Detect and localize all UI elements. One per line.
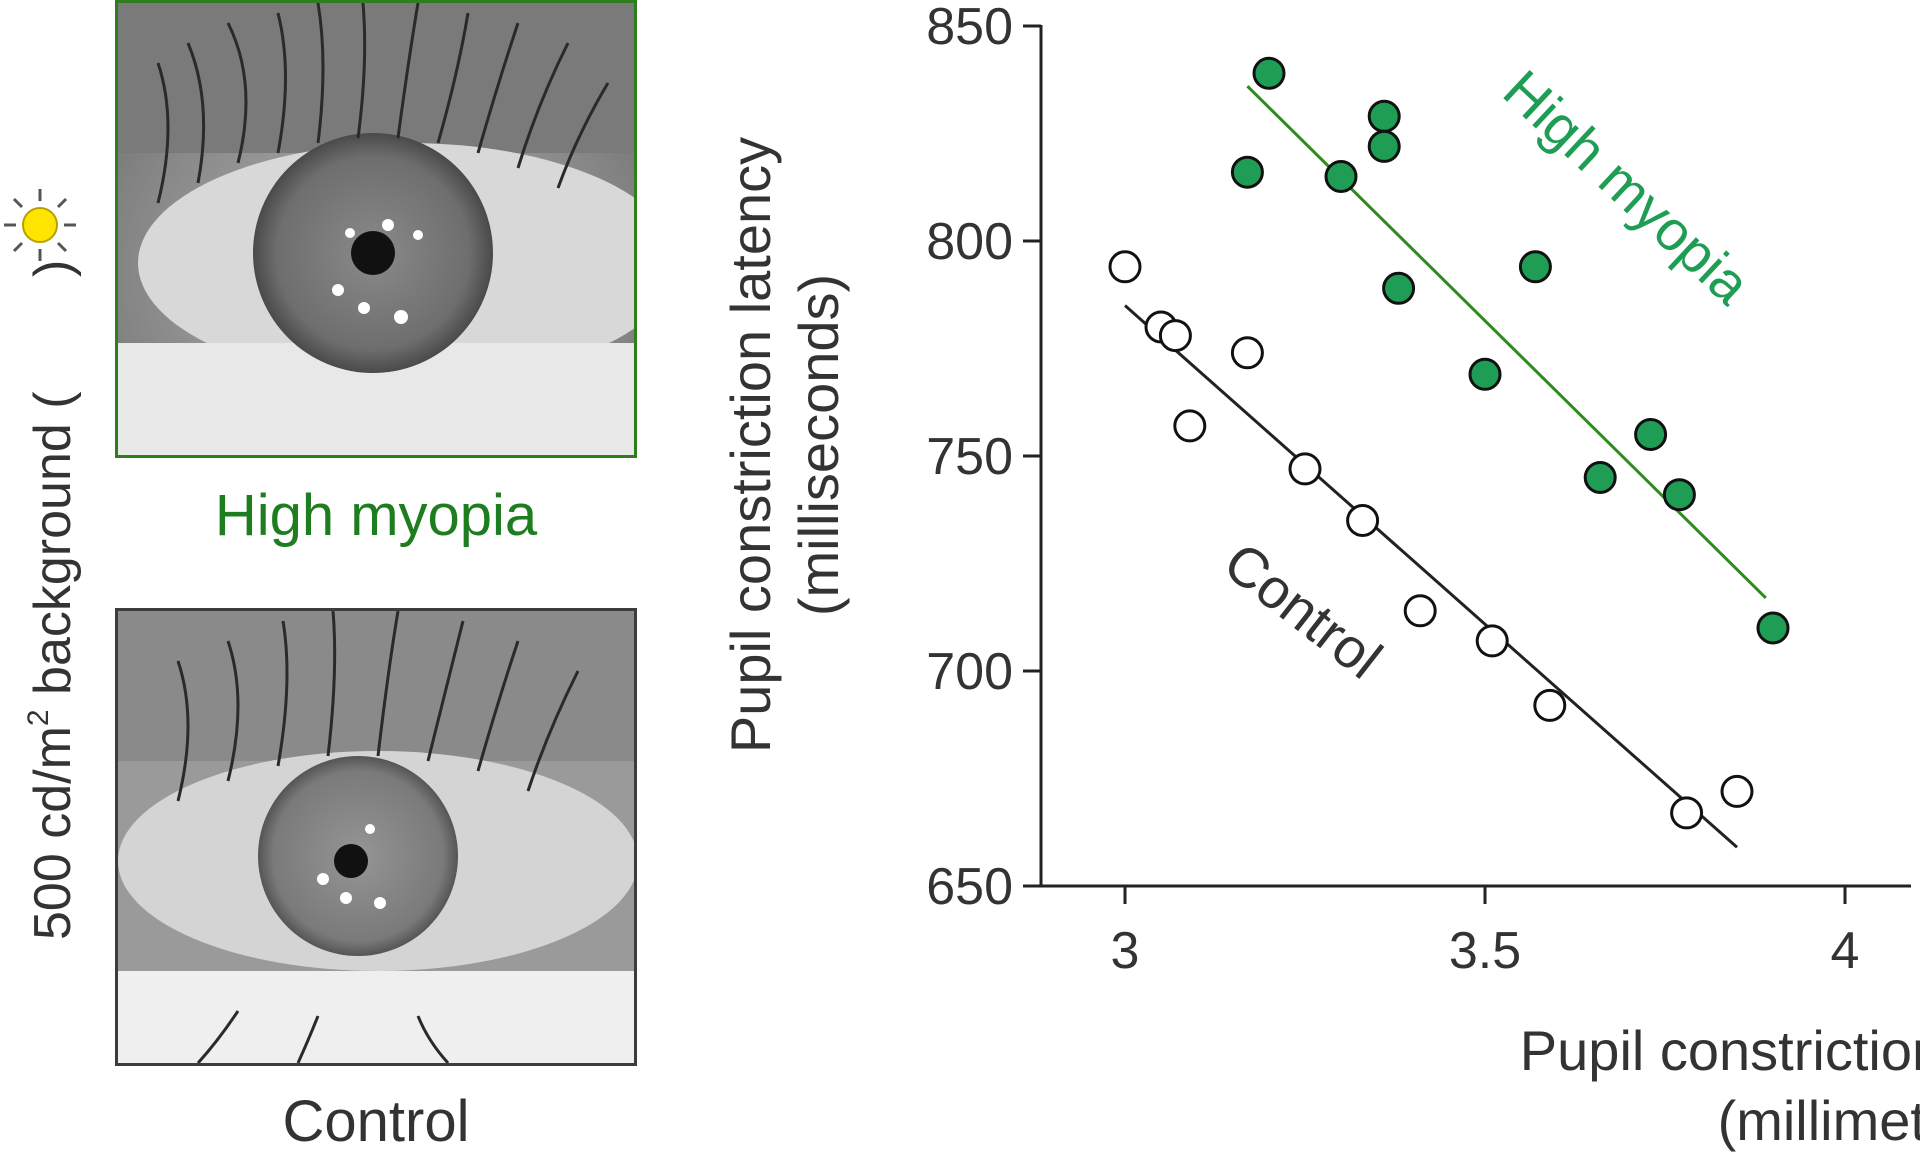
point-myopia [1468, 357, 1502, 391]
x-axis-title-line1: Pupil constriction magnitude [1520, 1019, 1920, 1082]
point-myopia [1367, 99, 1401, 133]
point-myopia [1367, 129, 1401, 163]
point-control [1403, 594, 1437, 628]
photo-panel: 500 cd/m2 background ( ) [0, 0, 700, 1154]
point-control [1173, 409, 1207, 443]
x-axis-title-line2: (millimeters) [1718, 1089, 1920, 1152]
point-myopia [1382, 271, 1416, 305]
point-myopia [1252, 56, 1286, 90]
caption-text: 500 cd/m2 background ( ) [22, 260, 82, 940]
high-myopia-eye-photo [115, 0, 637, 458]
background-caption: 500 cd/m2 background ( ) [4, 189, 82, 940]
y-axis-title-line2: (milliseconds) [787, 274, 850, 616]
point-control [1720, 774, 1754, 808]
x-tick-label: 3.5 [1449, 922, 1521, 980]
point-control [1288, 452, 1322, 486]
y-tick-label: 750 [926, 428, 1013, 486]
y-tick-label: 850 [926, 0, 1013, 56]
high-myopia-photo-label: High myopia [214, 483, 538, 548]
sun-icon [4, 189, 76, 261]
fit-line-control [1124, 304, 1738, 849]
y-tick-label: 650 [926, 858, 1013, 916]
point-myopia [1634, 418, 1668, 451]
point-control [1230, 336, 1264, 370]
point-control [1108, 250, 1142, 284]
point-myopia [1756, 611, 1790, 645]
control-eye-photo [115, 608, 637, 1066]
point-control [1346, 504, 1380, 537]
control-photo-label: Control [282, 1089, 470, 1154]
point-myopia [1662, 478, 1696, 512]
point-myopia [1230, 155, 1264, 189]
fit-line-myopia [1246, 85, 1767, 599]
x-tick-label: 4 [1831, 922, 1860, 980]
axes: 650 700 750 800 850 3 3.5 4 [926, 0, 1911, 980]
point-myopia [1324, 160, 1358, 193]
data-points [1108, 56, 1790, 830]
point-myopia [1518, 250, 1552, 284]
point-myopia [1583, 461, 1617, 494]
y-tick-label: 700 [926, 643, 1013, 701]
point-control [1533, 688, 1567, 722]
x-tick-label: 3 [1111, 922, 1140, 980]
point-control [1670, 796, 1704, 830]
series-label-control: Control [1213, 530, 1394, 691]
y-axis-title-line1: Pupil constriction latency [719, 137, 782, 753]
point-control [1475, 624, 1509, 658]
y-tick-label: 800 [926, 213, 1013, 271]
point-control [1158, 319, 1192, 353]
